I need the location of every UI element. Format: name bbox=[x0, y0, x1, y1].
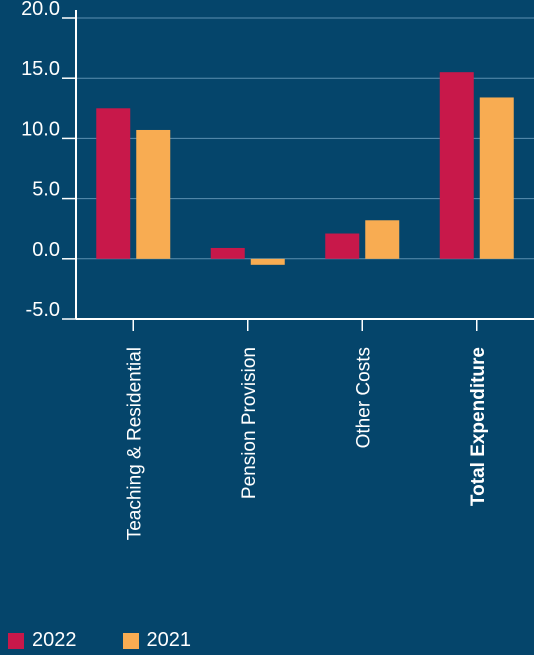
bar-2022-1 bbox=[210, 247, 245, 259]
bar-2022-2 bbox=[325, 233, 360, 259]
bar-2022-3 bbox=[439, 72, 474, 259]
y-tick-label-5: -5.0 bbox=[26, 299, 60, 321]
y-tick-label-3: 5.0 bbox=[32, 179, 60, 201]
bar-2021-3 bbox=[479, 97, 514, 259]
legend: 2022 2021 bbox=[8, 629, 237, 652]
bar-2021-0 bbox=[136, 129, 171, 259]
legend-item-2022: 2022 bbox=[8, 629, 77, 652]
bar-2021-1 bbox=[250, 258, 285, 265]
x-tick-label-0: Teaching & Residential bbox=[124, 347, 145, 540]
y-tick-label-4: 0.0 bbox=[32, 239, 60, 261]
legend-item-2021: 2021 bbox=[122, 629, 192, 652]
legend-swatch-2021 bbox=[122, 632, 139, 649]
legend-label-2022: 2022 bbox=[32, 629, 77, 651]
x-tick-label-1: Pension Provision bbox=[239, 347, 260, 499]
x-tick-label-3: Total Expenditure bbox=[468, 347, 489, 506]
bar-2022-0 bbox=[96, 108, 131, 259]
bar-chart-svg: 20.0 15.0 10.0 5.0 0.0 -5.0 Teaching & Residen… bbox=[21, 0, 534, 540]
y-tick-label-1: 15.0 bbox=[21, 58, 60, 80]
y-tick-label-2: 10.0 bbox=[21, 118, 60, 140]
legend-label-2021: 2021 bbox=[146, 629, 192, 651]
legend-swatch-2022 bbox=[8, 632, 24, 649]
y-tick-label-0: 20.0 bbox=[21, 0, 60, 20]
x-tick-label-2: Other Costs bbox=[353, 347, 374, 448]
bar-2021-2 bbox=[365, 220, 400, 259]
